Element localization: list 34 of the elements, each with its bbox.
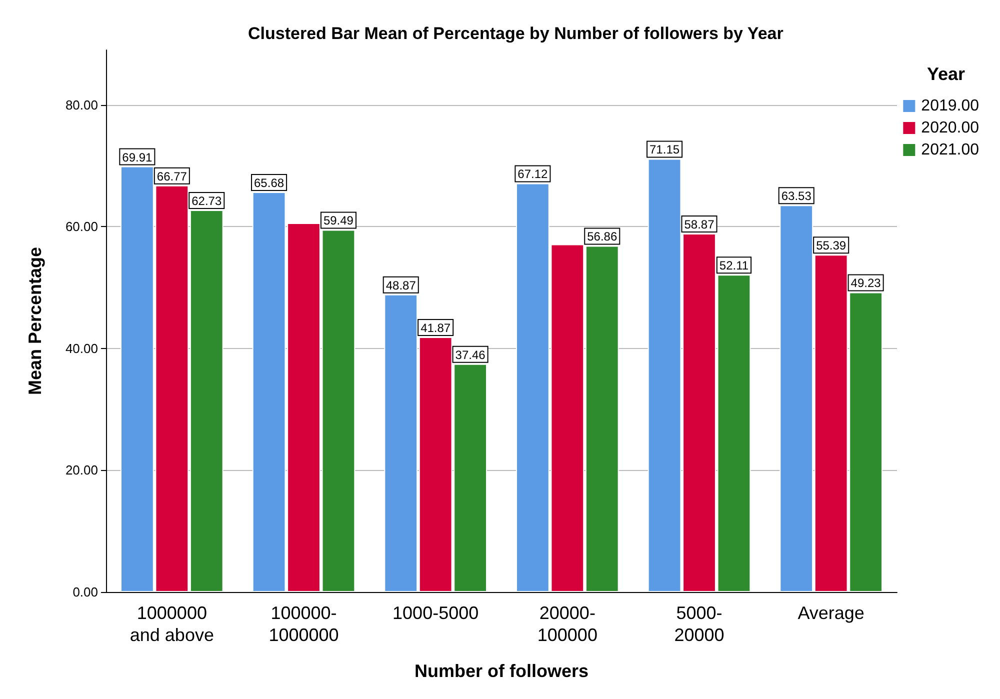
- data-label: 52.11: [719, 258, 749, 273]
- y-tick-label: 20.00: [65, 462, 98, 478]
- x-tick-label: 5000- 20000: [674, 603, 724, 645]
- data-label: 55.39: [816, 238, 846, 253]
- legend-label: 2019.00: [921, 98, 980, 114]
- data-label: 37.46: [455, 348, 486, 362]
- x-tick-label: 100000- 1000000: [268, 603, 339, 645]
- x-tick-label: 1000-5000: [392, 603, 479, 623]
- data-label: 71.15: [650, 142, 680, 157]
- chart-title: Clustered Bar Mean of Percentage by Number of followers by Year: [248, 24, 784, 43]
- data-label: 48.87: [386, 278, 416, 292]
- data-label: 66.77: [156, 169, 188, 184]
- legend-label: 2021.00: [921, 142, 980, 158]
- data-label: 67.12: [518, 167, 548, 182]
- x-tick-label: 20000- 100000: [537, 603, 598, 645]
- y-tick-label: 40.00: [65, 340, 98, 356]
- x-axis-title: Number of followers: [414, 661, 589, 681]
- legend-label: 2020.00: [921, 120, 980, 136]
- x-tick-label: Average: [798, 603, 864, 623]
- data-label: 59.49: [323, 214, 354, 228]
- y-tick-label: 80.00: [65, 97, 98, 112]
- y-axis-title: Mean Percentage: [25, 246, 45, 396]
- data-label: 69.91: [122, 150, 153, 164]
- data-label: 41.87: [420, 321, 451, 336]
- x-tick-label: 1000000 and above: [130, 603, 214, 645]
- data-label: 56.86: [587, 230, 618, 244]
- data-label: 58.87: [684, 217, 715, 232]
- data-label: 49.23: [850, 276, 882, 290]
- data-label: 62.73: [192, 194, 222, 208]
- y-tick-label: 60.00: [65, 219, 98, 234]
- data-label: 63.53: [781, 189, 812, 204]
- legend-title: Year: [926, 64, 966, 84]
- y-tick-label: 0.00: [72, 584, 98, 600]
- data-label: 65.68: [254, 176, 284, 190]
